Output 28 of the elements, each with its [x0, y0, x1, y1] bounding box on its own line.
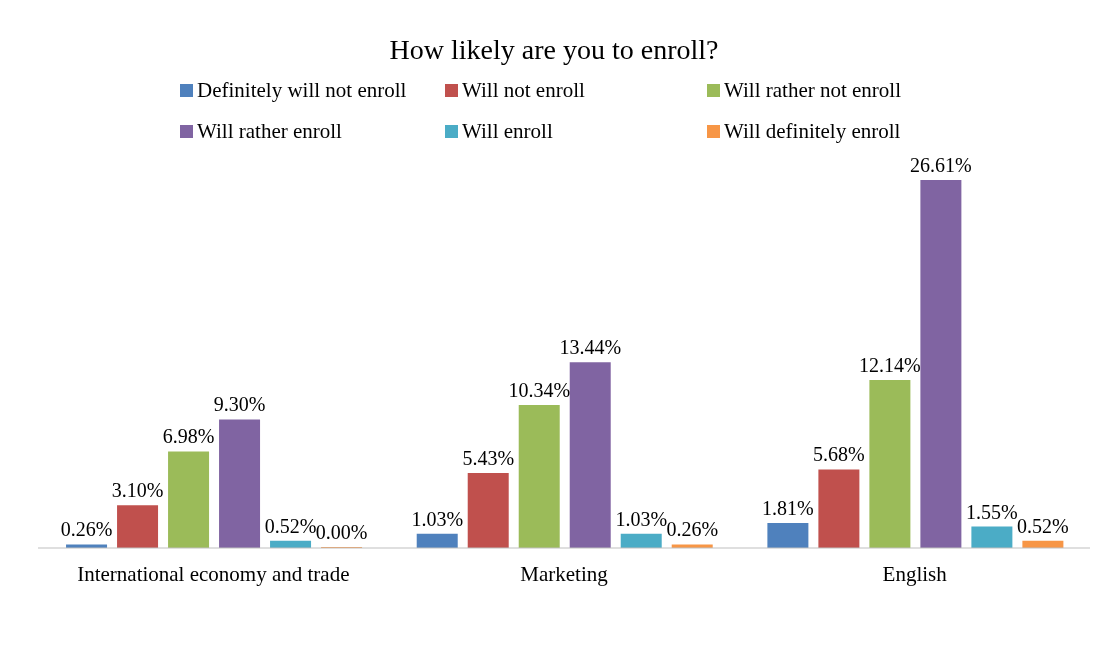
data-label: 0.26%: [666, 518, 719, 541]
x-tick-label: Marketing: [520, 561, 609, 586]
legend-label: Will not enroll: [462, 78, 585, 103]
data-label: 0.26%: [60, 518, 113, 541]
data-label: 1.03%: [411, 507, 464, 530]
data-label: 10.34%: [508, 379, 571, 401]
data-label: 6.98%: [162, 425, 215, 448]
data-label: 5.43%: [462, 446, 515, 469]
data-label: 5.68%: [813, 443, 865, 466]
legend-label: Will rather enroll: [197, 119, 342, 144]
data-label: 13.44%: [559, 336, 622, 359]
x-tick-label: International economy and trade: [77, 561, 350, 586]
data-label: 1.81%: [762, 496, 814, 519]
legend-label: Will enroll: [462, 119, 553, 144]
data-label: 1.55%: [966, 500, 1018, 523]
data-label: 26.61%: [910, 154, 972, 176]
data-label: 3.10%: [111, 479, 164, 502]
data-label: 12.14%: [859, 354, 921, 377]
data-label: 0.52%: [1017, 514, 1069, 537]
data-label: 9.30%: [213, 393, 266, 416]
data-label: 0.52%: [264, 514, 317, 537]
x-tick-label: English: [882, 561, 948, 586]
chart-title: How likely are you to enroll?: [388, 33, 720, 66]
legend-label: Will definitely enroll: [724, 119, 901, 144]
legend-label: Definitely will not enroll: [197, 78, 407, 103]
legend-label: Will rather not enroll: [724, 78, 902, 103]
data-label: 1.03%: [615, 507, 668, 530]
data-label: 0.00%: [315, 521, 368, 543]
